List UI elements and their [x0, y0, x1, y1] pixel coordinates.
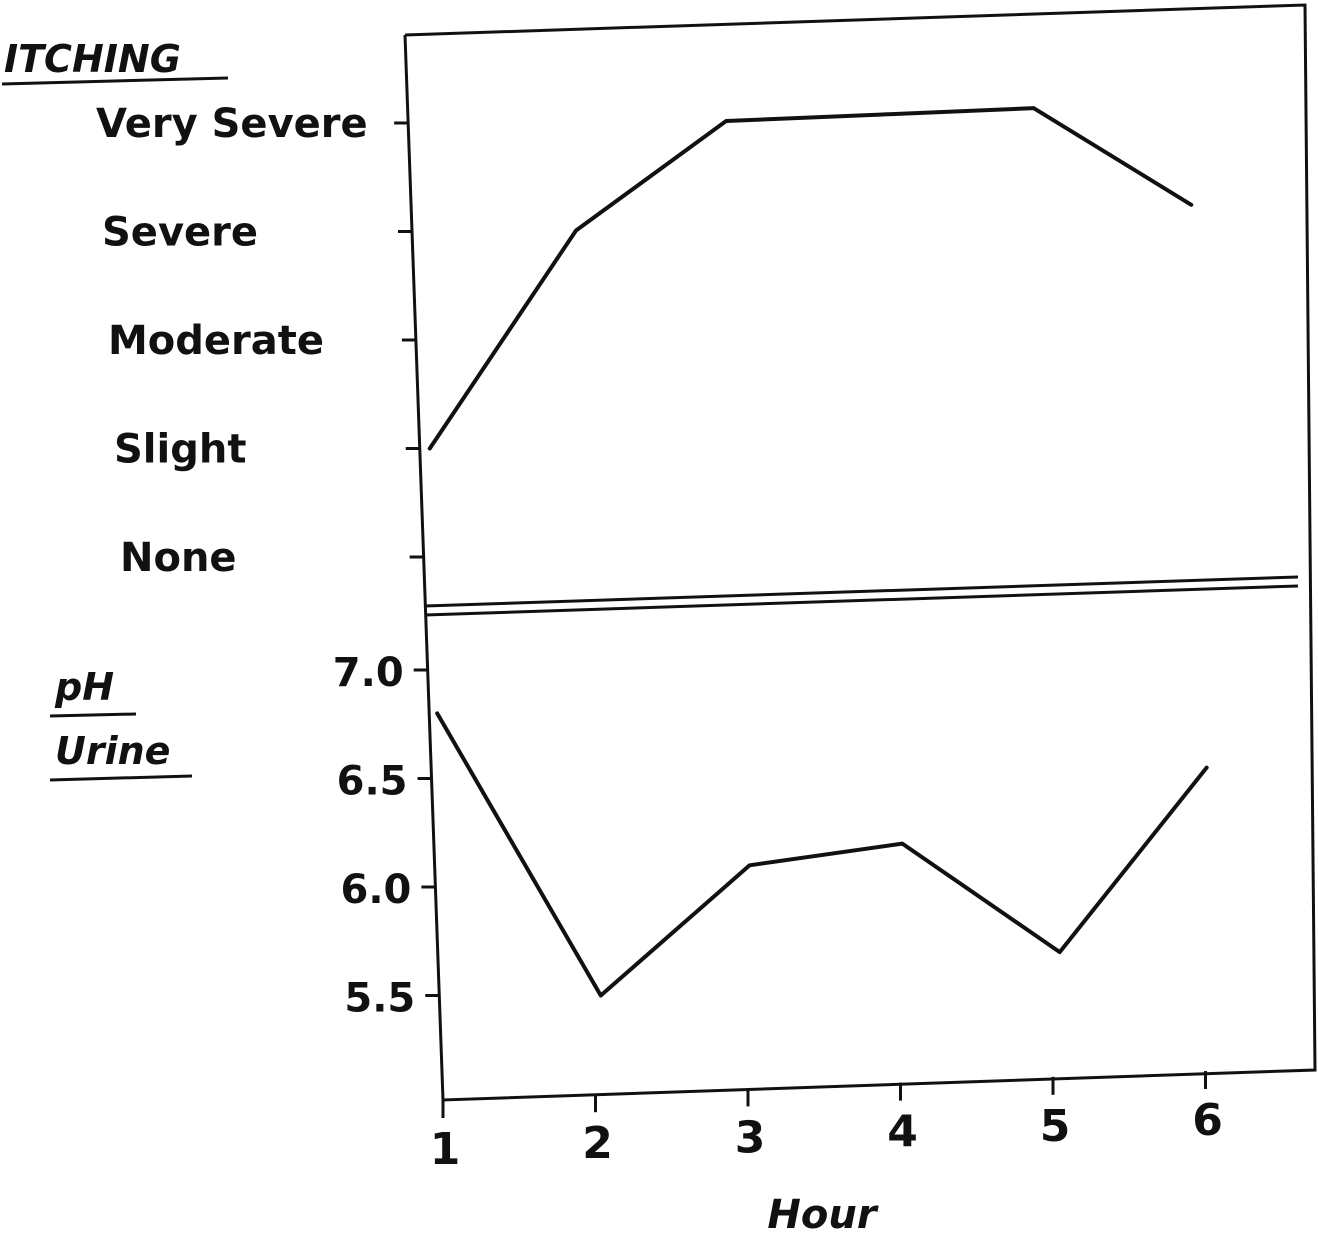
ph-tick-label: 7.0 — [333, 650, 404, 696]
x-tick-label: 3 — [735, 1112, 766, 1163]
x-tick-label: 6 — [1192, 1095, 1223, 1146]
ph-panel: pH Urine 7.0 6.5 6.0 5.5 — [49, 650, 1209, 1022]
x-ticks — [441, 1071, 1207, 1118]
ph-tick-label: 6.5 — [337, 759, 408, 805]
x-tick-labels: 1 2 3 4 5 6 — [430, 1095, 1223, 1175]
ph-title-underline-2 — [49, 774, 193, 782]
itching-axis-title: ITCHING — [4, 37, 181, 81]
itching-tick-labels: None Slight Moderate Severe Very Severe — [96, 101, 368, 581]
plot-frame — [403, 3, 1317, 1102]
x-tick-label: 2 — [582, 1118, 613, 1169]
ph-series — [435, 711, 1209, 998]
x-tick-label: 4 — [887, 1107, 918, 1158]
x-tick-label: 1 — [430, 1124, 461, 1175]
ph-axis-title-line2: Urine — [55, 729, 170, 773]
itching-tick-label: Moderate — [108, 318, 324, 364]
itching-ticks — [394, 121, 424, 559]
x-axis: 1 2 3 4 5 6 Hour — [430, 1071, 1223, 1238]
ph-title-underline-1 — [49, 712, 137, 718]
x-tick-label: 5 — [1040, 1101, 1071, 1152]
itching-panel: ITCHING None Slight Moderate Severe Very Sev… — [1, 37, 1194, 581]
panel-divider-bottom — [424, 584, 1299, 617]
itching-tick-label: None — [120, 535, 237, 581]
ph-tick-labels: 7.0 6.5 6.0 5.5 — [333, 650, 415, 1022]
panel-divider-top — [424, 575, 1299, 608]
ph-tick-label: 5.5 — [344, 976, 415, 1022]
itching-tick-label: Very Severe — [96, 101, 368, 147]
chart-frame — [403, 3, 1317, 1102]
x-axis-title: Hour — [767, 1192, 878, 1238]
ph-tick-label: 6.0 — [341, 867, 412, 913]
ph-ticks — [413, 668, 440, 997]
ph-line — [435, 711, 1209, 998]
ph-axis-title-line1: pH — [54, 665, 114, 709]
itching-line — [427, 106, 1194, 451]
itching-title-underline — [1, 76, 229, 86]
itching-series — [427, 106, 1194, 451]
itching-tick-label: Severe — [102, 210, 258, 256]
itching-tick-label: Slight — [114, 427, 246, 473]
